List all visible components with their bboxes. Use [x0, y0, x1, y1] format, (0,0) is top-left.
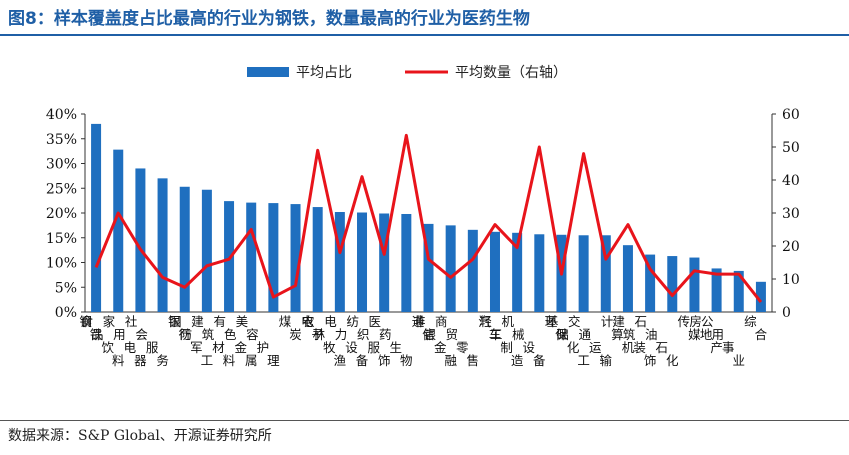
bar — [733, 270, 744, 312]
x-category-label: 煤炭 — [279, 314, 302, 342]
x-category-label: 钢铁 — [79, 314, 103, 342]
bar — [290, 204, 301, 312]
left-tick-label: 30% — [46, 157, 77, 173]
x-category-label: 基础化工 — [546, 314, 590, 368]
x-category-label: 石油石化 — [635, 314, 680, 368]
bar — [445, 225, 456, 312]
right-tick-label: 50 — [782, 140, 800, 156]
source-note: 数据来源：S&P Global、开源证券研究所 — [8, 428, 272, 444]
x-category-label: 美容护理 — [236, 314, 281, 368]
x-category-label: 社会服务 — [125, 314, 169, 368]
bar — [645, 254, 656, 312]
bar — [578, 235, 589, 312]
x-category-label: 医药生物 — [369, 314, 413, 368]
left-tick-label: 40% — [46, 107, 77, 123]
right-tick-label: 30 — [782, 206, 800, 222]
bar — [312, 207, 323, 312]
source-divider — [0, 420, 849, 421]
x-category-label: 农林牧渔 — [302, 314, 346, 368]
bar — [689, 257, 700, 312]
left-tick-label: 35% — [46, 132, 77, 148]
bar — [135, 168, 146, 312]
x-category-label: 通信 — [412, 314, 435, 342]
x-category-label: 机械设备 — [502, 314, 547, 368]
bar — [512, 232, 523, 312]
bar — [201, 189, 212, 312]
x-category-label: 电力设备 — [324, 314, 369, 368]
x-category-label: 计算机 — [601, 314, 635, 355]
bar — [91, 123, 102, 313]
x-category-label: 食品饮料 — [80, 314, 125, 368]
legend-bar-swatch — [247, 67, 289, 77]
x-category-label: 建筑装饰 — [612, 314, 656, 368]
line-series-avg-count — [94, 133, 763, 304]
bar — [467, 229, 478, 312]
x-category-label: 综合 — [744, 314, 768, 342]
x-category-label: 国防军工 — [169, 314, 213, 368]
right-tick-label: 60 — [782, 107, 800, 123]
x-category-label: 银行 — [168, 314, 191, 342]
left-tick-label: 15% — [46, 231, 77, 247]
bar — [489, 231, 500, 312]
x-category-label: 建筑材料 — [191, 314, 236, 368]
x-category-label: 商贸零售 — [435, 314, 479, 368]
bar — [113, 149, 124, 312]
x-category-label: 家用电器 — [103, 314, 147, 368]
x-category-label: 电子 — [301, 314, 324, 342]
bar — [534, 234, 545, 312]
bar — [157, 178, 168, 312]
bar — [667, 256, 678, 312]
bar — [357, 212, 368, 312]
left-tick-label: 5% — [55, 280, 77, 296]
left-tick-label: 20% — [46, 206, 77, 222]
bar — [224, 201, 235, 312]
bar — [268, 203, 279, 312]
bar — [711, 268, 722, 312]
bar — [379, 213, 390, 312]
bar — [179, 186, 190, 312]
legend-bar-label: 平均占比 — [296, 65, 352, 81]
right-tick-label: 0 — [782, 305, 791, 321]
legend-line-label: 平均数量（右轴） — [455, 65, 567, 81]
title-divider — [0, 34, 849, 36]
x-category-label: 房地产 — [689, 314, 723, 355]
chart-title: 图8：样本覆盖度占比最高的行业为钢铁，数量最高的行业为医药生物 — [8, 9, 530, 29]
bar — [423, 223, 434, 312]
bar — [622, 245, 633, 312]
x-category-label: 汽车 — [478, 314, 501, 342]
x-category-label: 环保 — [545, 314, 569, 342]
bar — [246, 202, 257, 312]
x-category-label: 非银金融 — [413, 314, 458, 368]
x-category-label: 轻工制造 — [479, 314, 523, 368]
bar — [334, 212, 345, 312]
bar — [600, 235, 611, 312]
right-tick-label: 20 — [782, 239, 800, 255]
bar — [755, 281, 766, 312]
x-category-label: 交通运输 — [568, 314, 613, 368]
bar-line-chart: 0% 5% 10% 15% 20% 25% 30% 35% 40% 0 10 20 30 40 50 60 钢铁… — [46, 65, 800, 368]
x-category-label: 传媒 — [678, 314, 702, 342]
left-tick-label: 10% — [46, 256, 77, 272]
right-tick-label: 40 — [782, 173, 800, 189]
right-tick-label: 10 — [782, 272, 800, 288]
x-category-label: 有色金属 — [213, 314, 257, 368]
left-tick-label: 0% — [55, 305, 77, 321]
left-tick-label: 25% — [46, 181, 77, 197]
x-category-label: 公用事业 — [701, 314, 745, 368]
x-category-label: 纺织服饰 — [346, 314, 390, 368]
bar — [401, 213, 412, 312]
